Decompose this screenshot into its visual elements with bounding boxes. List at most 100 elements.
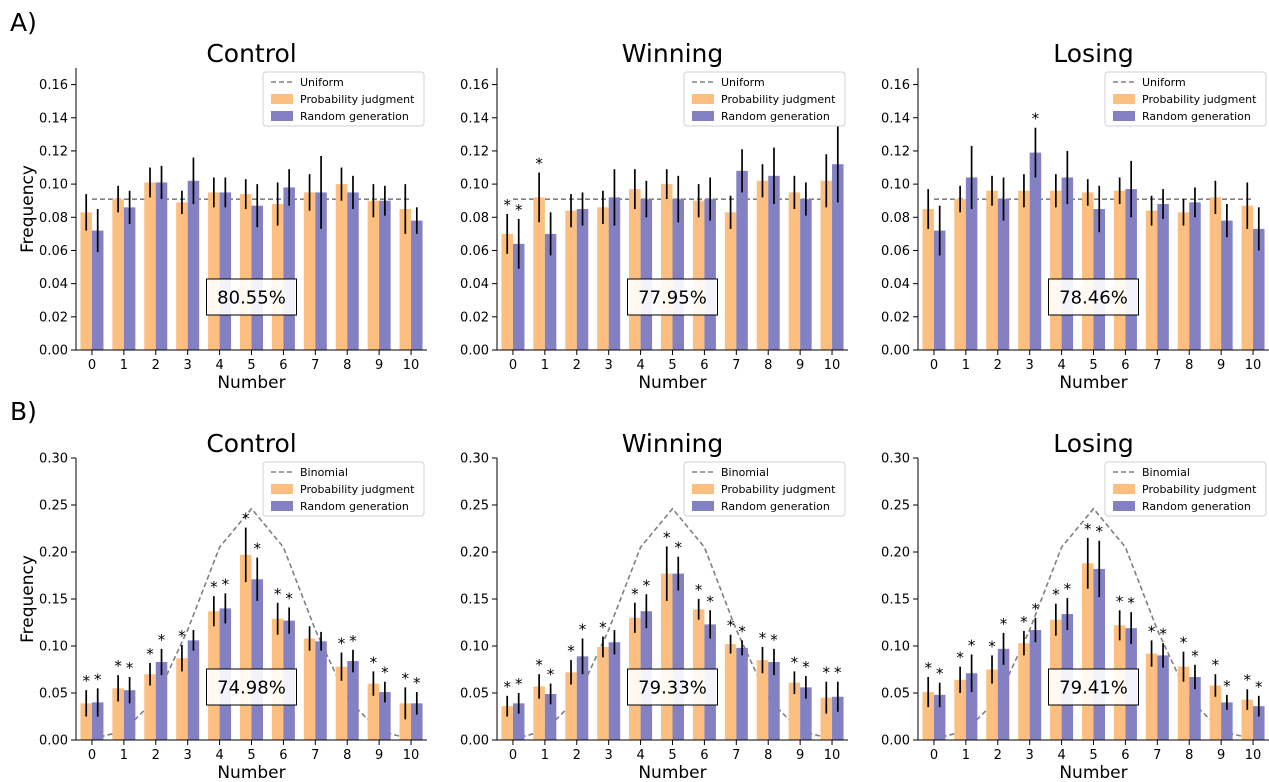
bar xyxy=(240,194,252,350)
legend-box xyxy=(683,71,846,127)
annotation-box xyxy=(206,668,297,706)
significance-star: * xyxy=(94,670,102,688)
annotation-box xyxy=(206,278,297,316)
bar xyxy=(112,688,124,740)
x-tick-label: 3 xyxy=(184,748,192,763)
x-tick-label: 3 xyxy=(605,748,613,763)
significance-star: * xyxy=(1032,600,1040,618)
x-tick-label: 1 xyxy=(120,748,128,763)
bar xyxy=(123,207,136,350)
significance-star: * xyxy=(988,637,996,655)
legend-entry: Random generation xyxy=(300,110,409,123)
legend-entry: Uniform xyxy=(1142,76,1186,89)
legend-entry: Probability judgment xyxy=(1142,483,1257,496)
bar xyxy=(954,679,966,740)
chart-title: Control xyxy=(206,39,296,68)
annotation-value: 80.55% xyxy=(217,288,286,309)
x-tick-label: 0 xyxy=(88,748,96,763)
bar xyxy=(271,204,284,350)
bar xyxy=(922,209,934,350)
legend-box xyxy=(262,71,425,127)
significance-star: * xyxy=(515,675,523,693)
x-tick-label: 10 xyxy=(403,358,420,373)
bar xyxy=(399,703,412,740)
x-tick-label: 8 xyxy=(764,358,772,373)
bar xyxy=(1018,190,1030,350)
x-tick-label: 2 xyxy=(152,748,160,763)
x-tick-label: 5 xyxy=(247,358,255,373)
significance-star: * xyxy=(643,576,651,594)
x-tick-label: 9 xyxy=(375,358,383,373)
bar xyxy=(399,209,412,350)
chart-1: Winning 0.00 0.02 0.04 0.06 0.08 0.10 0.12 0.14 0… xyxy=(460,39,848,393)
bar xyxy=(692,200,705,350)
x-tick-label: 4 xyxy=(1057,748,1065,763)
x-tick-label: 8 xyxy=(343,358,351,373)
bar xyxy=(315,192,327,350)
significance-star: * xyxy=(834,664,842,682)
significance-star: * xyxy=(727,617,735,635)
x-tick-label: 10 xyxy=(1245,748,1262,763)
y-tick-label: 0.25 xyxy=(881,499,910,514)
chart-0: Control 0.00 0.02 0.04 0.06 0.08 0.10 0.12 0.14 0… xyxy=(18,39,427,393)
significance-star: * xyxy=(370,653,378,671)
significance-star: * xyxy=(535,656,543,674)
y-tick-label: 0.04 xyxy=(881,277,910,292)
bar xyxy=(544,233,557,350)
legend-entry: Probability judgment xyxy=(1142,93,1257,106)
bar xyxy=(544,693,557,740)
legend-rg-swatch xyxy=(271,501,293,511)
bar xyxy=(1209,197,1222,350)
bar xyxy=(1029,630,1042,740)
significance-star: * xyxy=(823,664,831,682)
legend-entry: Binomial xyxy=(1142,466,1190,479)
x-tick-label: 8 xyxy=(1185,358,1193,373)
bar xyxy=(756,660,769,740)
x-tick-label: 7 xyxy=(732,748,740,763)
bar xyxy=(820,697,833,740)
x-tick-label: 1 xyxy=(962,748,970,763)
significance-star: * xyxy=(759,629,767,647)
x-axis-label: Number xyxy=(1059,763,1127,782)
y-tick-label: 0.12 xyxy=(881,144,910,159)
bar xyxy=(965,673,978,740)
x-tick-label: 3 xyxy=(1026,748,1034,763)
bar xyxy=(997,648,1010,740)
legend-entry: Random generation xyxy=(1142,500,1251,513)
x-tick-label: 5 xyxy=(668,358,676,373)
legend-box xyxy=(1104,461,1267,517)
bar xyxy=(1029,152,1042,350)
chart-title: Winning xyxy=(622,429,723,458)
y-tick-label: 0.08 xyxy=(460,211,489,226)
y-tick-label: 0.15 xyxy=(460,593,489,608)
y-tick-label: 0.16 xyxy=(881,78,910,93)
significance-star: * xyxy=(381,664,389,682)
significance-star: * xyxy=(695,581,703,599)
bar xyxy=(597,207,609,350)
x-tick-label: 10 xyxy=(824,748,841,763)
bar xyxy=(640,199,653,350)
chart-title: Winning xyxy=(622,39,723,68)
bar xyxy=(80,703,92,740)
significance-star: * xyxy=(924,659,932,677)
legend-pj-swatch xyxy=(1113,484,1135,494)
chart-title: Losing xyxy=(1053,429,1133,458)
y-tick-label: 0.14 xyxy=(881,111,910,126)
y-tick-label: 0.08 xyxy=(39,211,68,226)
bar xyxy=(1209,685,1222,740)
legend-entry: Random generation xyxy=(721,110,830,123)
legend-entry: Probability judgment xyxy=(300,483,415,496)
y-tick-label: 0.02 xyxy=(460,310,489,325)
x-axis-label: Number xyxy=(217,373,285,393)
bar xyxy=(756,180,769,350)
bar xyxy=(251,205,263,350)
y-tick-label: 0.30 xyxy=(881,452,910,467)
bar xyxy=(832,696,844,740)
x-tick-label: 0 xyxy=(930,358,938,373)
bar xyxy=(672,199,684,350)
chart-3: Control0.000.050.100.150.200.250.30*****… xyxy=(18,429,427,782)
bar xyxy=(1189,202,1201,350)
x-tick-label: 4 xyxy=(215,358,223,373)
x-tick-label: 5 xyxy=(247,748,255,763)
